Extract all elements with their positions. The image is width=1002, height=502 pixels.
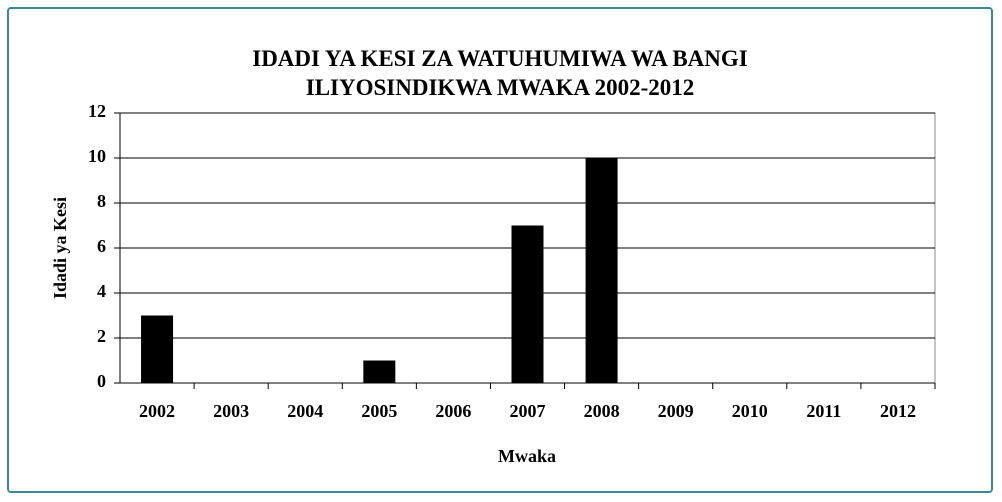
x-tick-label: 2012 <box>880 401 916 421</box>
x-tick-label: 2002 <box>139 401 175 421</box>
y-tick-label: 10 <box>88 146 106 166</box>
y-tick-label: 0 <box>97 371 106 391</box>
x-tick-label: 2009 <box>658 401 694 421</box>
y-tick-label: 8 <box>97 191 106 211</box>
chart-title: IDADI YA KESI ZA WATUHUMIWA WA BANGI ILI… <box>252 46 748 100</box>
x-axis-label: Mwaka <box>498 446 556 466</box>
x-tick-label: 2003 <box>213 401 249 421</box>
x-tick-label: 2008 <box>584 401 620 421</box>
y-tick-label: 12 <box>88 101 106 121</box>
y-axis-label: Idadi ya Kesi <box>50 197 70 299</box>
x-tick-label: 2005 <box>361 401 397 421</box>
y-tick-label: 6 <box>97 236 106 256</box>
x-tick-label: 2006 <box>435 401 471 421</box>
bar <box>511 225 544 383</box>
x-tick-label: 2007 <box>510 401 546 421</box>
x-tick-label: 2011 <box>806 401 841 421</box>
bar <box>141 315 174 383</box>
x-tick-label: 2010 <box>732 401 768 421</box>
y-tick-label: 4 <box>97 281 106 301</box>
bar <box>363 360 396 383</box>
x-tick-label: 2004 <box>287 401 323 421</box>
bar <box>585 158 618 383</box>
chart-frame <box>7 7 993 493</box>
y-tick-label: 2 <box>97 326 106 346</box>
